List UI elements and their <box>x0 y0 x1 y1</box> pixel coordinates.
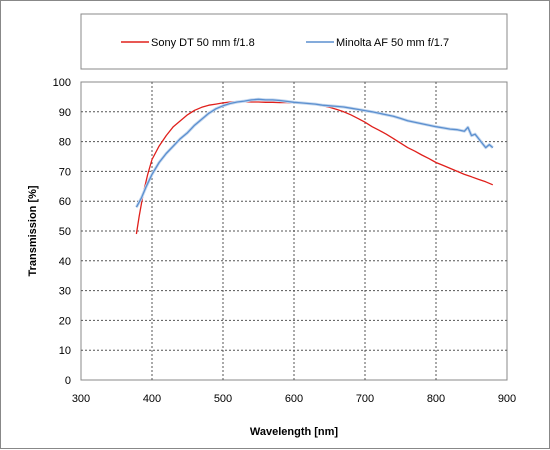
legend-box <box>80 13 508 70</box>
series-line-minolta <box>135 98 494 208</box>
y-tick-label: 100 <box>53 77 71 89</box>
plot-area: 0 10 20 30 40 50 60 70 80 90 100 300 400 500 600 700 800… <box>53 77 517 405</box>
y-tick-label: 50 <box>59 226 71 238</box>
x-tick-label: 700 <box>356 393 374 405</box>
x-tick-label: 400 <box>143 393 161 405</box>
y-tick-label: 30 <box>59 286 71 298</box>
y-tick-label: 40 <box>59 256 71 268</box>
y-tick-label: 10 <box>59 345 71 357</box>
x-tick-label: 600 <box>285 393 303 405</box>
legend-label-minolta: Minolta AF 50 mm f/1.7 <box>336 37 449 49</box>
y-tick-label: 70 <box>59 166 71 178</box>
x-tick-label: 800 <box>427 393 445 405</box>
y-tick-label: 80 <box>59 137 71 149</box>
x-tick-label: 300 <box>72 393 90 405</box>
x-tick-label: 900 <box>498 393 516 405</box>
x-axis-title: Wavelength [nm] <box>250 426 339 438</box>
y-tick-label: 0 <box>65 375 71 387</box>
y-tick-label: 20 <box>59 315 71 327</box>
legend-label-sony: Sony DT 50 mm f/1.8 <box>151 37 255 49</box>
y-tick-label: 90 <box>59 107 71 119</box>
x-tick-label: 500 <box>214 393 232 405</box>
y-axis-title: Transmission [%] <box>27 185 39 276</box>
y-tick-label: 60 <box>59 196 71 208</box>
